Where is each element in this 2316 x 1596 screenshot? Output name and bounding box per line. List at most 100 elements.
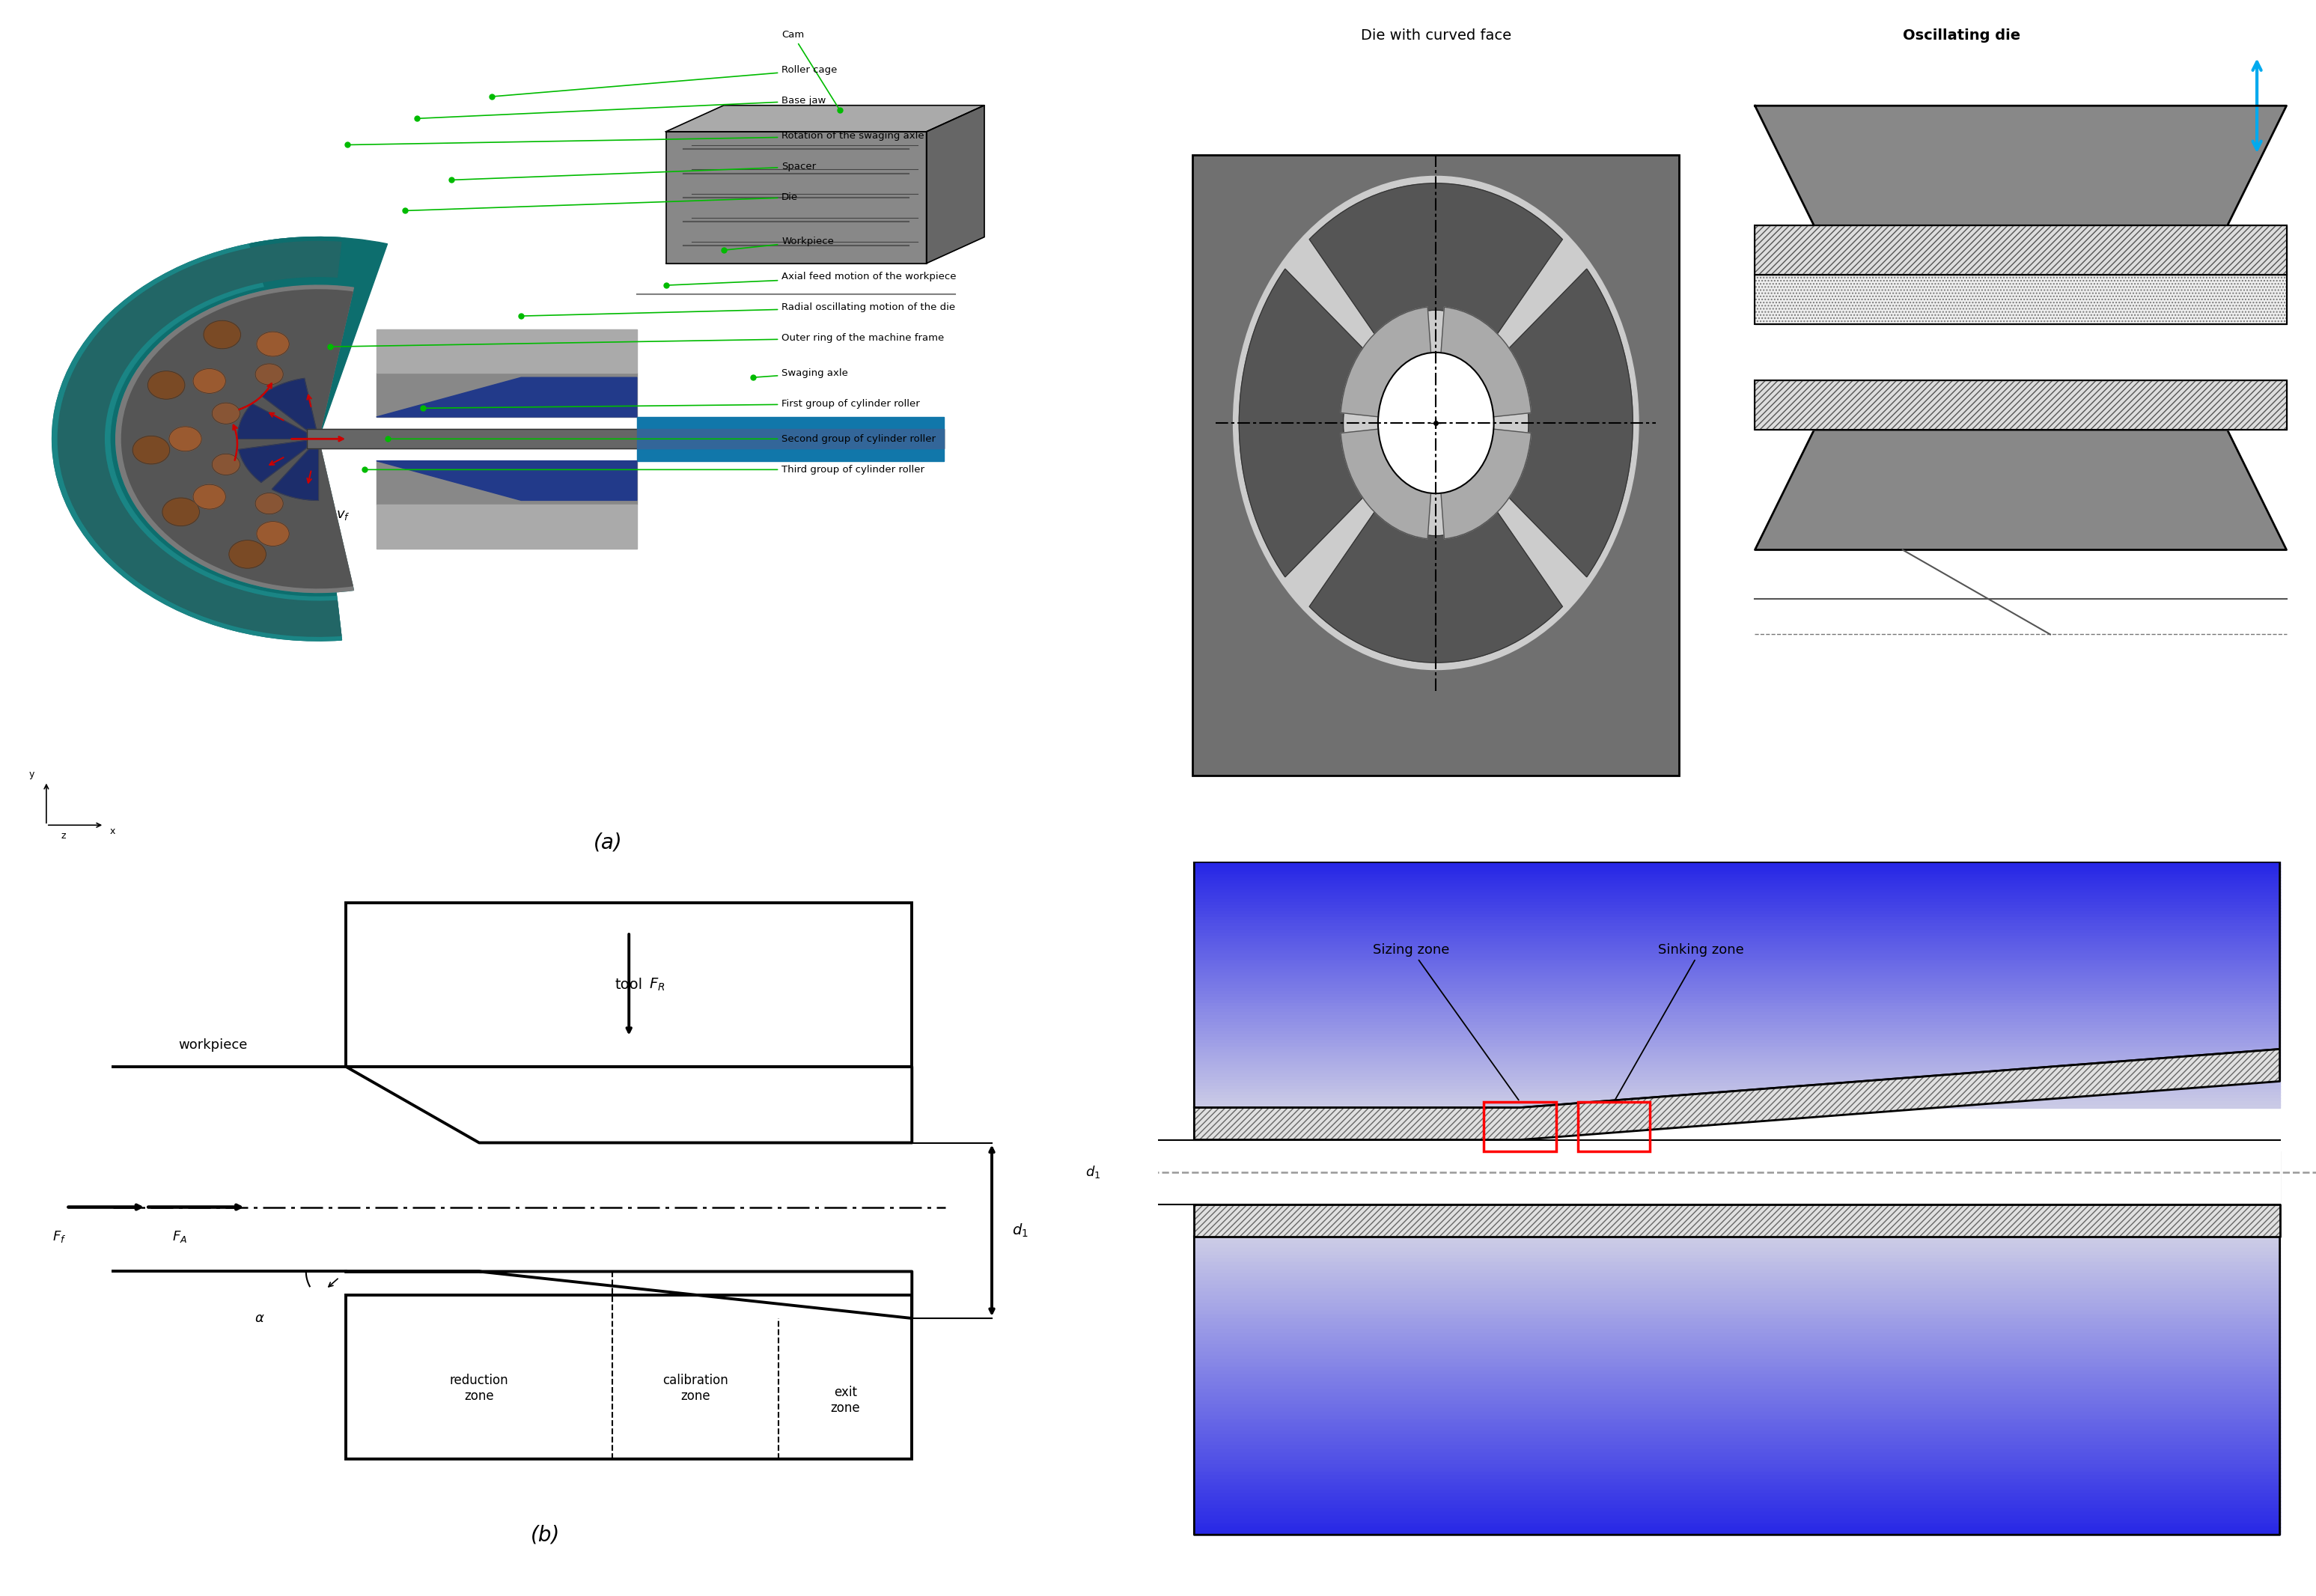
Polygon shape: [667, 105, 984, 132]
Wedge shape: [262, 378, 320, 439]
Wedge shape: [250, 236, 387, 439]
Wedge shape: [116, 286, 354, 592]
Bar: [375, 329, 637, 373]
Circle shape: [229, 539, 266, 568]
Bar: [1193, 155, 1679, 776]
Text: y: y: [28, 769, 35, 779]
Text: $\alpha$: $\alpha$: [255, 1312, 264, 1325]
Circle shape: [213, 402, 241, 425]
Text: exit
zone: exit zone: [831, 1385, 859, 1414]
Wedge shape: [53, 238, 343, 640]
Text: $F_A$: $F_A$: [171, 1229, 188, 1243]
Bar: [1756, 225, 2286, 275]
Circle shape: [192, 485, 225, 509]
Text: z: z: [60, 832, 65, 841]
Text: Roller cage: Roller cage: [493, 65, 838, 96]
Text: $v_f$: $v_f$: [336, 508, 350, 522]
Circle shape: [255, 364, 283, 385]
Text: (b): (b): [530, 1524, 560, 1545]
Wedge shape: [271, 439, 320, 501]
Text: Third group of cylinder roller: Third group of cylinder roller: [366, 464, 924, 474]
Circle shape: [213, 453, 241, 476]
Bar: [1756, 381, 2286, 429]
Bar: [375, 504, 637, 549]
Text: Sinking zone: Sinking zone: [1614, 943, 1744, 1100]
Circle shape: [257, 522, 290, 546]
Circle shape: [148, 370, 185, 399]
Wedge shape: [1341, 306, 1436, 423]
Circle shape: [1232, 176, 1640, 670]
Text: Die with curved face: Die with curved face: [1359, 29, 1512, 43]
Circle shape: [255, 493, 283, 514]
Bar: [1756, 275, 2286, 324]
Bar: [1756, 381, 2286, 429]
Wedge shape: [239, 439, 320, 482]
Polygon shape: [1756, 429, 2286, 549]
Polygon shape: [345, 1066, 913, 1143]
Wedge shape: [1309, 509, 1563, 662]
Text: Spacer: Spacer: [454, 161, 815, 180]
Circle shape: [132, 436, 169, 464]
Bar: [1756, 275, 2286, 324]
Wedge shape: [116, 286, 354, 592]
Wedge shape: [1436, 423, 1531, 539]
Circle shape: [169, 426, 201, 452]
Circle shape: [204, 321, 241, 348]
Polygon shape: [375, 461, 637, 501]
Circle shape: [162, 498, 199, 527]
Text: Radial oscillating motion of the die: Radial oscillating motion of the die: [523, 302, 957, 316]
Text: Die: Die: [408, 193, 799, 211]
Wedge shape: [1341, 423, 1436, 539]
Bar: [345, 1294, 913, 1459]
Wedge shape: [1436, 306, 1531, 423]
Bar: [375, 461, 637, 504]
Text: Swaging axle: Swaging axle: [755, 369, 848, 378]
Text: Base jaw: Base jaw: [419, 96, 827, 118]
Text: (a): (a): [593, 832, 623, 854]
Bar: [1756, 225, 2286, 275]
Bar: [1756, 381, 2286, 429]
Text: x: x: [111, 827, 116, 836]
Bar: [1756, 225, 2286, 275]
Text: Cam: Cam: [783, 30, 838, 109]
Polygon shape: [1756, 105, 2286, 225]
Bar: [1577, 1101, 1649, 1152]
Text: Second group of cylinder roller: Second group of cylinder roller: [389, 434, 936, 444]
Bar: [637, 429, 945, 448]
Text: Workpiece: Workpiece: [725, 236, 834, 251]
Text: calibration
zone: calibration zone: [662, 1374, 727, 1403]
Text: $d_1$: $d_1$: [1012, 1223, 1028, 1238]
Text: workpiece: workpiece: [178, 1039, 248, 1052]
Bar: [375, 373, 637, 417]
Text: $d_1$: $d_1$: [1086, 1163, 1100, 1179]
Wedge shape: [58, 241, 340, 637]
Polygon shape: [926, 105, 984, 263]
Circle shape: [257, 332, 290, 356]
Wedge shape: [236, 404, 320, 439]
Bar: [1756, 275, 2286, 324]
Polygon shape: [345, 1272, 913, 1318]
Polygon shape: [375, 378, 637, 417]
Wedge shape: [1239, 268, 1364, 578]
Text: Axial feed motion of the workpiece: Axial feed motion of the workpiece: [667, 271, 957, 286]
Polygon shape: [667, 132, 926, 263]
Text: Sizing zone: Sizing zone: [1373, 943, 1519, 1100]
Text: First group of cylinder roller: First group of cylinder roller: [424, 399, 919, 409]
Text: Outer ring of the machine frame: Outer ring of the machine frame: [331, 334, 945, 346]
Circle shape: [1378, 353, 1494, 493]
Wedge shape: [1309, 184, 1563, 337]
Bar: [306, 429, 945, 448]
Polygon shape: [637, 417, 945, 429]
Text: reduction
zone: reduction zone: [449, 1374, 510, 1403]
Bar: [345, 903, 913, 1066]
Bar: [306, 429, 945, 448]
Circle shape: [192, 369, 225, 393]
Bar: [1485, 1101, 1556, 1152]
Polygon shape: [1195, 1203, 2279, 1237]
Text: $F_R$: $F_R$: [648, 977, 665, 993]
Polygon shape: [1195, 1049, 2279, 1140]
Text: Oscillating die: Oscillating die: [1904, 29, 2020, 43]
Wedge shape: [53, 238, 343, 640]
Text: Rotation of the swaging axle: Rotation of the swaging axle: [350, 131, 924, 145]
Wedge shape: [1508, 268, 1633, 578]
